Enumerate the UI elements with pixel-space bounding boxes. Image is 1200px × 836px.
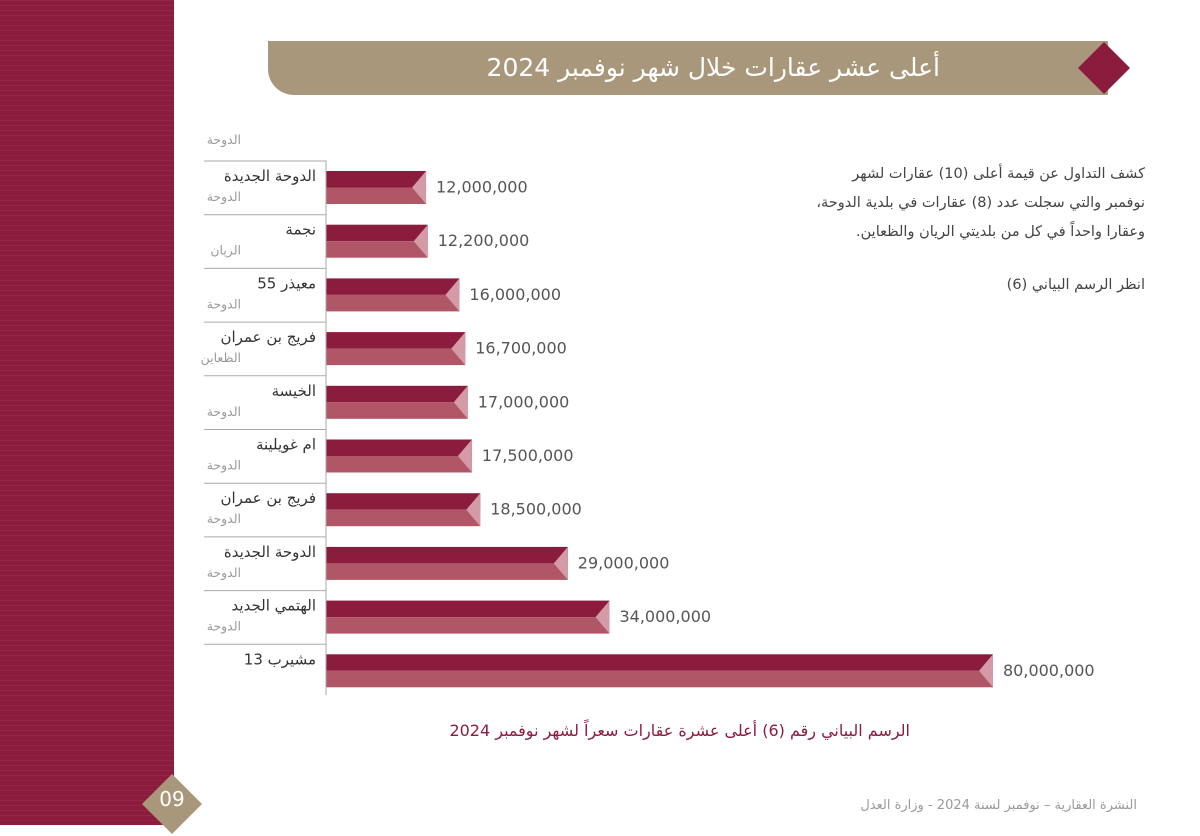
bar-end-bevel xyxy=(457,439,472,473)
bar-top xyxy=(326,493,481,510)
category-label: الخيسة xyxy=(272,382,316,400)
municipality-label: الدوحة xyxy=(207,458,241,474)
page-badge-icon xyxy=(142,774,202,834)
bar-bottom xyxy=(326,348,466,366)
category-label: فريج بن عمران xyxy=(220,489,316,507)
bar-top xyxy=(326,600,610,618)
bar-end-bevel xyxy=(595,600,610,634)
bar-bottom xyxy=(326,563,568,580)
value-label: 80,000,000 xyxy=(1003,661,1095,680)
municipality-label: الظعاين xyxy=(201,350,241,366)
bar-bottom xyxy=(326,670,993,688)
municipality-label: الدوحة xyxy=(207,511,241,527)
bar-end-bevel xyxy=(451,332,466,366)
title-banner xyxy=(268,41,1108,95)
category-label: الهتمي الجديد xyxy=(232,597,316,616)
bar-top xyxy=(326,278,460,295)
category-label: فريج بن عمران xyxy=(220,328,316,346)
bar-end-bevel xyxy=(453,385,468,419)
value-label: 34,000,000 xyxy=(619,607,711,626)
footer-text: النشرة العقارية – نوفمبر لسنة 2024 - وزا… xyxy=(860,798,1137,813)
bar-top xyxy=(326,654,993,671)
category-label: الدوحة الجديدة xyxy=(224,543,316,561)
side-stripe xyxy=(0,0,174,825)
municipality-label: الدوحة xyxy=(207,619,241,635)
bar-bottom xyxy=(326,294,460,312)
bar-top xyxy=(326,332,466,349)
municipality-label: الدوحة xyxy=(207,565,241,581)
category-label: مشيرب 13 xyxy=(244,650,316,668)
value-label: 29,000,000 xyxy=(578,553,670,572)
category-label: ام غويلينة xyxy=(256,436,316,454)
page-number: 09 xyxy=(159,787,185,811)
bar-bottom xyxy=(326,241,428,258)
value-label: 17,000,000 xyxy=(478,392,570,411)
chart-reference: انظر الرسم البياني (6) xyxy=(1006,277,1145,293)
municipality-label: الدوحة xyxy=(207,189,241,205)
bar-top xyxy=(326,546,568,564)
banner-diamond-icon xyxy=(1078,42,1130,94)
bar-bottom xyxy=(326,617,610,634)
description-line-3: وعقارا واحداً في كل من بلديتي الريان وال… xyxy=(856,224,1145,240)
bar-top xyxy=(326,171,427,188)
page-title: أعلى عشر عقارات خلال شهر نوفمبر 2024 xyxy=(486,53,940,82)
value-label: 16,700,000 xyxy=(475,339,567,358)
bar-end-bevel xyxy=(553,546,568,580)
value-label: 12,200,000 xyxy=(438,231,530,250)
bar-end-bevel xyxy=(412,171,427,204)
municipality-label: الدوحة xyxy=(207,296,241,312)
description-line-2: نوفمبر والتي سجلت عدد (8) عقارات في بلدي… xyxy=(816,195,1145,211)
chart-caption: الرسم البياني رقم (6) أعلى عشرة عقارات س… xyxy=(449,721,910,740)
bar-end-bevel xyxy=(466,493,481,527)
bar-bottom xyxy=(326,402,468,419)
value-label: 18,500,000 xyxy=(490,500,582,519)
municipality-label: الريان xyxy=(210,243,241,259)
bar-top xyxy=(326,224,428,242)
municipality-label: الدوحة xyxy=(207,404,241,420)
bar-end-bevel xyxy=(979,654,993,688)
bar-end-bevel xyxy=(445,278,460,312)
description-text: كشف التداول عن قيمة أعلى (10) عقارات لشه… xyxy=(740,160,1145,247)
value-label: 17,500,000 xyxy=(482,446,574,465)
bar-top xyxy=(326,385,468,403)
bar-end-bevel xyxy=(413,224,428,258)
bar-bottom xyxy=(326,456,472,473)
value-label: 12,000,000 xyxy=(436,178,528,197)
category-label: معيذر 55 xyxy=(257,274,316,292)
description-line-1: كشف التداول عن قيمة أعلى (10) عقارات لشه… xyxy=(852,166,1145,182)
category-label: نجمة xyxy=(285,221,316,239)
value-label: 16,000,000 xyxy=(469,285,561,304)
bar-bottom xyxy=(326,187,427,204)
category-label: الدوحة الجديدة xyxy=(224,167,316,185)
bar-bottom xyxy=(326,509,481,527)
municipality-label-top: الدوحة xyxy=(207,132,241,148)
bar-top xyxy=(326,439,472,456)
